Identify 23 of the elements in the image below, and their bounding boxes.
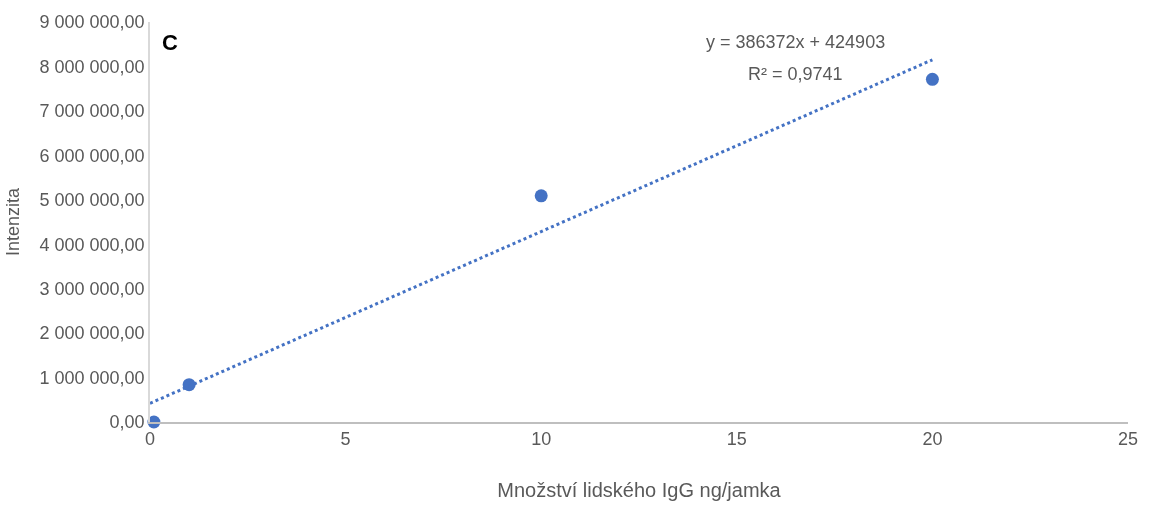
y-tick-label: 8 000 000,00 <box>39 56 145 77</box>
point <box>925 72 939 86</box>
x-tick-label: 10 <box>531 429 552 450</box>
y-axis-title: Intenzita <box>3 186 24 257</box>
point <box>534 189 548 203</box>
x-tick-label: 20 <box>922 429 943 450</box>
annotation: y = 386372x + 424903 <box>706 32 886 52</box>
y-tick-label: 1 000 000,00 <box>39 367 145 388</box>
y-tick-label: 4 000 000,00 <box>39 234 145 255</box>
x-tick-label: 25 <box>1117 429 1139 450</box>
x-tick-label: 5 <box>340 429 351 450</box>
y-tick-label: 7 000 000,00 <box>39 101 145 122</box>
x-axis-title: Množství lidského IgG ng/jamka <box>497 479 782 502</box>
y-tick-label: 0,00 <box>109 412 145 433</box>
x-tick-label: 15 <box>726 429 747 450</box>
x-tick-label: 0 <box>144 429 156 450</box>
y-tick-label: 2 000 000,00 <box>39 323 145 344</box>
y-tick-label: 9 000 000,00 <box>39 12 145 33</box>
y-tick-label: 6 000 000,00 <box>39 145 145 166</box>
annotation: C <box>162 30 178 55</box>
y-tick-label: 3 000 000,00 <box>39 278 145 299</box>
annotation: R² = 0,9741 <box>748 64 843 84</box>
y-tick-label: 5 000 000,00 <box>39 190 145 211</box>
